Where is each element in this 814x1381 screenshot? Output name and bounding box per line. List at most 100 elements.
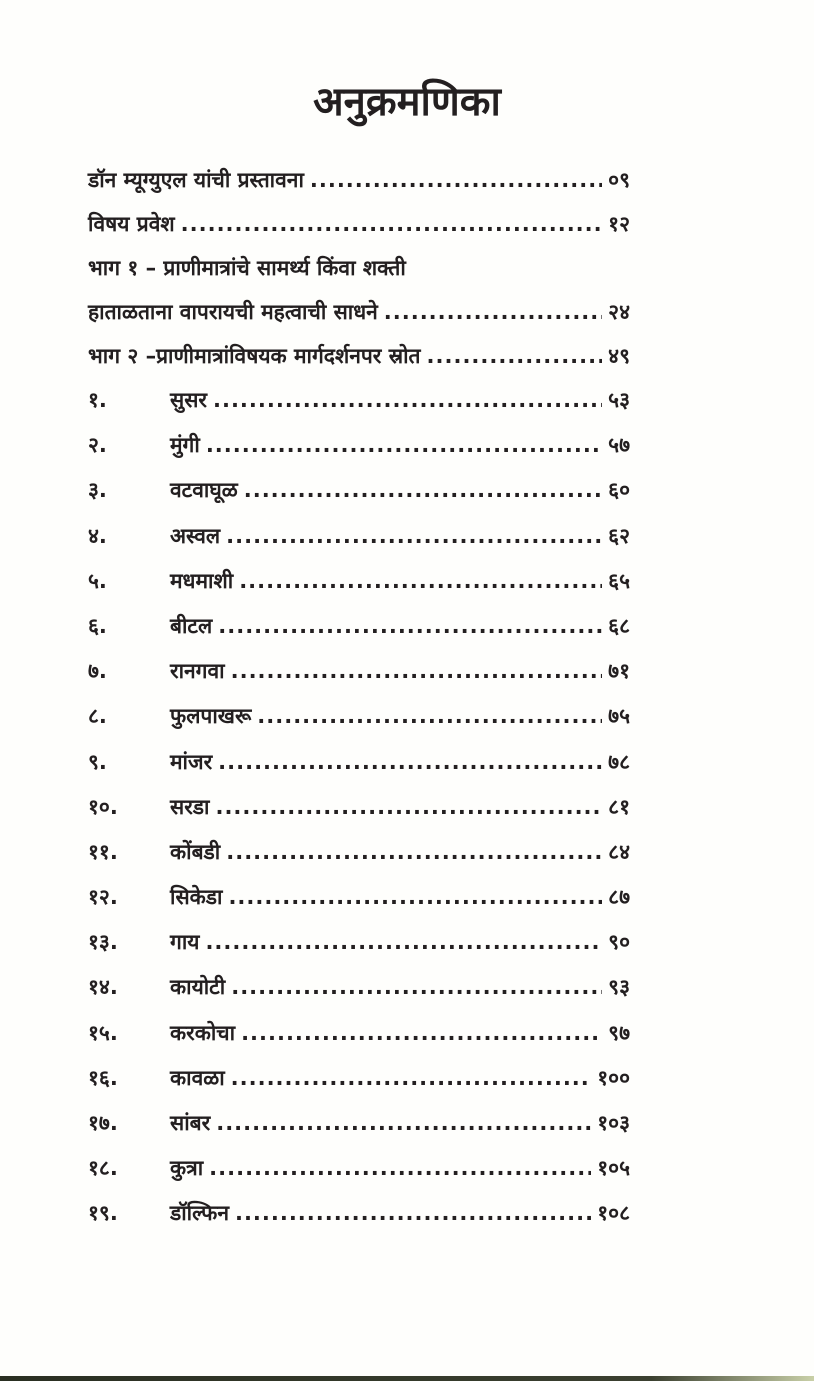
toc-entry: हाताळताना वापरायची महत्वाची साधने २४	[88, 298, 630, 342]
dot-leader	[384, 300, 602, 324]
chapter-number: १९.	[88, 1201, 118, 1226]
entry-label: भाग १ – प्राणीमात्रांचे सामर्थ्य किंवा श…	[88, 256, 406, 280]
chapter-label: बीटल	[170, 613, 213, 638]
toc-chapter: ३. वटवाघूळ ६०	[88, 476, 630, 521]
chapter-page: ९७	[608, 1020, 630, 1045]
chapter-page: ६०	[608, 478, 630, 503]
chapter-number: १६.	[88, 1065, 118, 1090]
dot-leader	[218, 614, 602, 638]
dot-leader	[218, 750, 602, 774]
toc-chapter: २. मुंगी ५७	[88, 431, 630, 476]
chapter-label: सरडा	[170, 794, 210, 819]
chapter-label: गाय	[170, 930, 200, 955]
chapter-label: मुंगी	[170, 433, 200, 458]
dot-leader	[427, 344, 603, 368]
dot-leader	[216, 1111, 591, 1135]
chapter-page: ८७	[608, 885, 630, 910]
toc-chapter: ११. कोंबडी ८४	[88, 838, 630, 883]
chapter-page: ७१	[608, 659, 630, 684]
dot-leader	[257, 704, 602, 728]
chapter-number: ६.	[88, 613, 107, 638]
chapter-number: ५.	[88, 568, 107, 593]
dot-leader	[181, 212, 603, 236]
toc-chapter: ८. फुलपाखरू ७५	[88, 702, 630, 747]
chapter-label: कावळा	[170, 1065, 225, 1090]
chapter-label: मांजर	[170, 749, 213, 774]
chapter-label: रानगवा	[170, 659, 225, 684]
chapter-page: ६२	[608, 523, 630, 548]
chapter-label: अस्वल	[170, 523, 221, 548]
toc-chapter: १४. कायोटी ९३	[88, 973, 630, 1018]
toc-chapter: १. सुसर ५३	[88, 386, 630, 431]
toc-entry: विषय प्रवेश १२	[88, 210, 630, 254]
dot-leader	[310, 168, 602, 192]
toc-chapter: ९. मांजर ७८	[88, 748, 630, 793]
dot-leader	[226, 524, 602, 548]
dot-leader	[209, 1156, 591, 1180]
chapter-number: १३.	[88, 930, 118, 955]
dot-leader	[235, 1201, 591, 1225]
chapter-page: ५७	[608, 433, 630, 458]
chapter-label: सांबर	[170, 1111, 211, 1135]
table-of-contents: डॉन म्यूग्युएल यांची प्रस्तावना ०९ विषय प्…	[88, 166, 630, 1245]
toc-entry: भाग १ – प्राणीमात्रांचे सामर्थ्य किंवा श…	[88, 254, 630, 298]
chapter-number: १५.	[88, 1020, 118, 1045]
chapter-page: १०५	[597, 1156, 630, 1181]
chapter-page: १०८	[597, 1201, 630, 1226]
toc-entry: डॉन म्यूग्युएल यांची प्रस्तावना ०९	[88, 166, 630, 210]
chapter-number: २.	[88, 433, 107, 458]
dot-leader	[231, 1066, 592, 1090]
chapter-number: १७.	[88, 1111, 118, 1135]
toc-chapter: १२. सिकेडा ८७	[88, 883, 630, 928]
chapter-number: ७.	[88, 659, 107, 684]
toc-chapter: १९. डॉल्फिन १०८	[88, 1199, 630, 1244]
chapter-number: ११.	[88, 839, 118, 864]
dot-leader	[244, 478, 602, 502]
toc-chapter: १७. सांबर १०३	[88, 1109, 630, 1154]
chapter-number: १२.	[88, 885, 118, 910]
entry-label: डॉन म्यूग्युएल यांची प्रस्तावना	[88, 168, 304, 192]
chapter-label: सिकेडा	[170, 885, 223, 910]
scan-edge	[0, 1376, 814, 1381]
toc-chapter: ५. मधमाशी ६५	[88, 567, 630, 612]
chapter-number: ८.	[88, 704, 107, 729]
toc-chapter: १८. कुत्रा १०५	[88, 1154, 630, 1199]
chapter-page: ८१	[608, 794, 630, 819]
dot-leader	[215, 795, 602, 819]
chapter-label: वटवाघूळ	[170, 478, 238, 503]
dot-leader	[231, 659, 603, 683]
chapter-page: ७५	[608, 704, 630, 729]
toc-chapter: ४. अस्वल ६२	[88, 522, 630, 567]
chapter-label: कायोटी	[170, 975, 226, 1000]
chapter-page: ७८	[608, 749, 630, 774]
chapter-number: ३.	[88, 478, 107, 503]
toc-chapter: १५. करकोचा ९७	[88, 1019, 630, 1064]
chapter-page: १०३	[597, 1111, 630, 1135]
chapter-number: १८.	[88, 1156, 118, 1181]
entry-label: भाग २ –प्राणीमात्रांविषयक मार्गदर्शनपर स…	[88, 344, 421, 368]
chapter-page: ६८	[608, 613, 630, 638]
entry-page: २४	[608, 300, 630, 324]
toc-chapter: १०. सरडा ८१	[88, 793, 630, 838]
dot-leader	[231, 975, 602, 999]
entry-page: ४९	[608, 344, 630, 368]
chapter-page: ५३	[608, 388, 630, 412]
dot-leader	[206, 433, 602, 457]
chapter-label: फुलपाखरू	[170, 704, 252, 729]
toc-entry: भाग २ –प्राणीमात्रांविषयक मार्गदर्शनपर स…	[88, 342, 630, 386]
dot-leader	[205, 930, 602, 954]
dot-leader	[226, 840, 602, 864]
chapter-number: ९.	[88, 749, 107, 774]
toc-chapter: ६. बीटल ६८	[88, 612, 630, 657]
dot-leader	[213, 388, 602, 412]
chapter-label: मधमाशी	[170, 568, 234, 593]
entry-label: विषय प्रवेश	[88, 212, 175, 236]
dot-leader	[241, 1021, 602, 1045]
chapter-label: कोंबडी	[170, 839, 221, 864]
dot-leader	[228, 885, 602, 909]
chapter-number: १०.	[88, 794, 118, 819]
chapter-page: ९३	[608, 975, 630, 1000]
chapter-page: ८४	[608, 839, 630, 864]
chapter-label: कुत्रा	[170, 1156, 204, 1181]
toc-chapter: १६. कावळा १००	[88, 1064, 630, 1109]
